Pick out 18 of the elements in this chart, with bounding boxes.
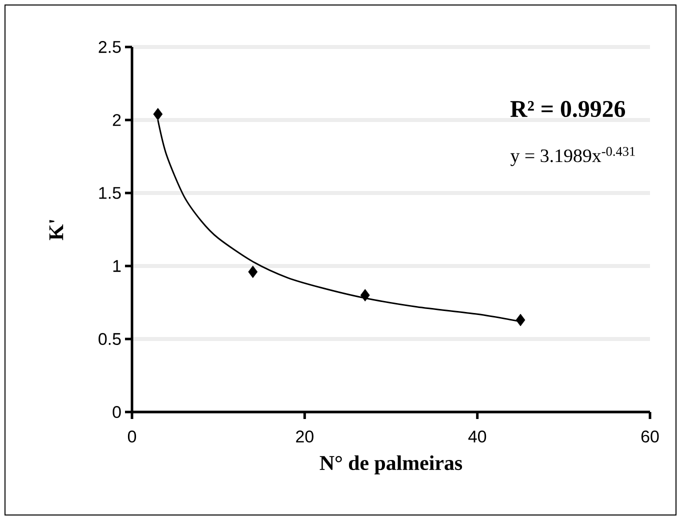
point — [248, 266, 258, 278]
annotation: R² = 0.9926 — [510, 100, 626, 118]
y-axis-title: K' — [49, 220, 64, 240]
annotation: y = 3.1989x$^{-0.431}$ — [510, 146, 635, 166]
point — [516, 314, 526, 326]
x-tick-label: 60 — [641, 430, 659, 443]
point — [153, 108, 163, 120]
x-axis-title: N° de palmeiras — [320, 455, 462, 474]
x-tick-label: 0 — [128, 430, 136, 443]
y-tick-label: 1 — [113, 260, 121, 272]
y-tick-label: 2.5 — [98, 41, 121, 53]
y-tick-label: 0 — [112, 406, 121, 418]
y-tick-label: 0.5 — [98, 333, 121, 345]
x-tick-label: 20 — [296, 430, 314, 443]
x-tick-label: 40 — [468, 430, 486, 443]
y-tick-label: 1.5 — [99, 187, 121, 199]
point — [360, 289, 370, 302]
y-tick-label: 2 — [112, 114, 121, 126]
